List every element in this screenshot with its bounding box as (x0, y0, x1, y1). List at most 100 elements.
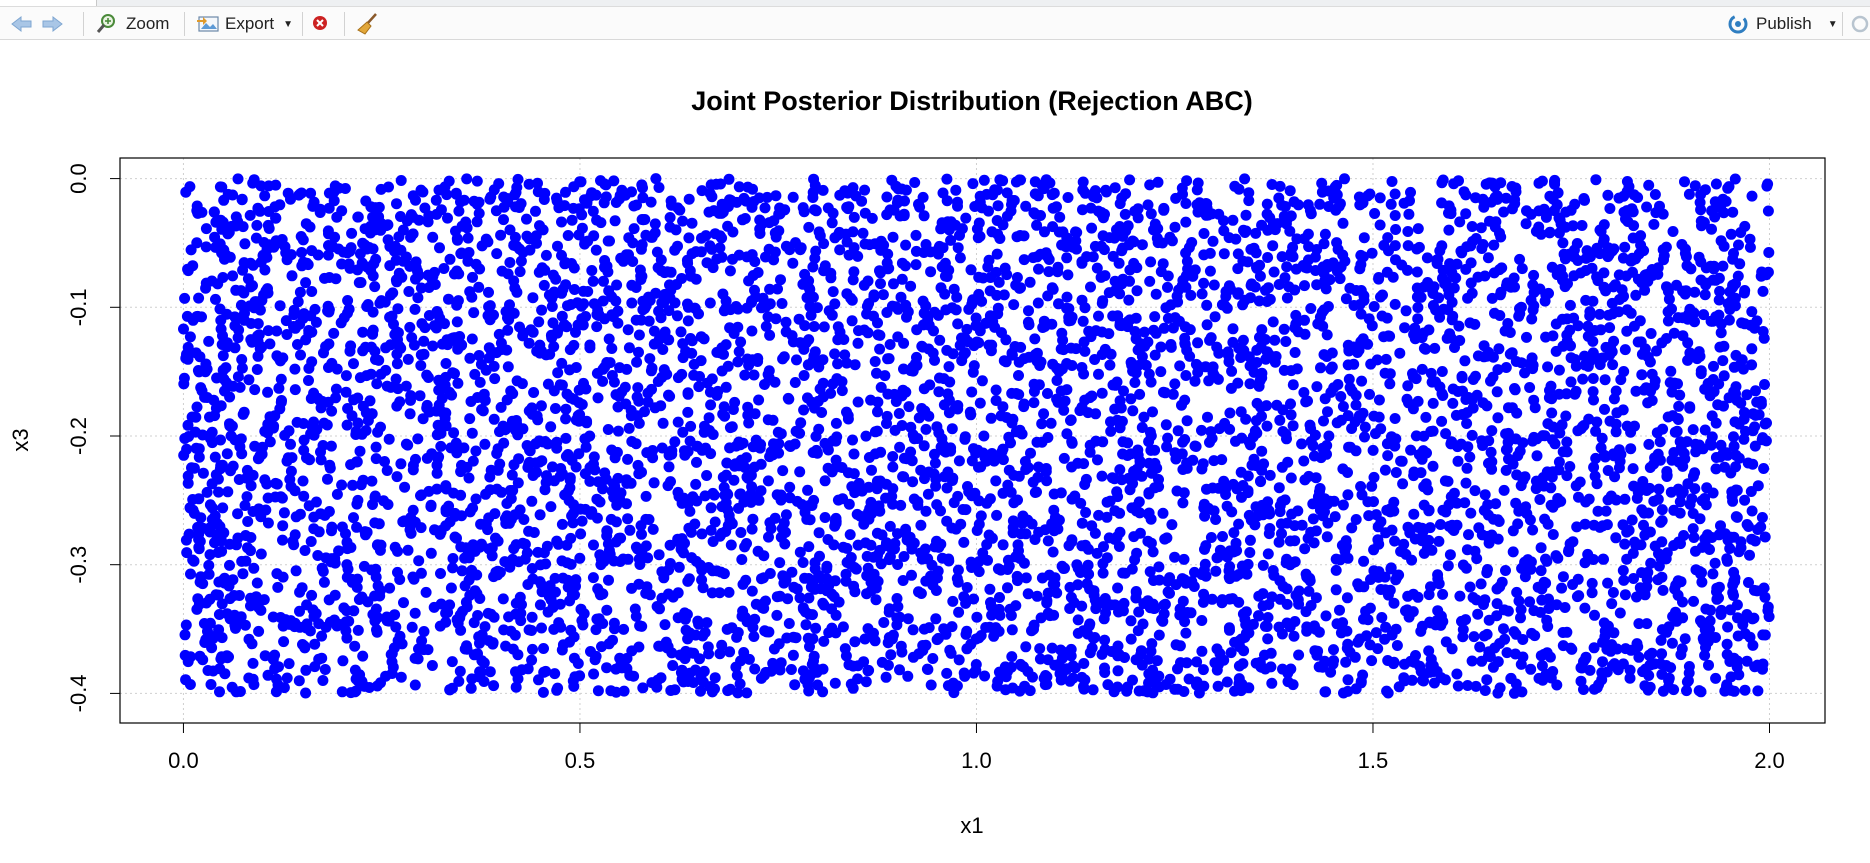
data-point (934, 335, 945, 346)
data-point (1210, 566, 1221, 577)
data-point (631, 357, 642, 368)
data-point (853, 397, 864, 408)
data-point (391, 198, 402, 209)
data-point (1385, 585, 1396, 596)
data-point (1206, 332, 1217, 343)
export-button[interactable]: Export ▼ (196, 11, 293, 37)
data-point (410, 608, 421, 619)
data-point (1361, 630, 1372, 641)
data-point (1469, 319, 1480, 330)
data-point (1501, 362, 1512, 373)
data-point (546, 332, 557, 343)
data-point (491, 205, 502, 216)
data-point (522, 579, 533, 590)
data-point (1757, 432, 1768, 443)
data-point (1612, 644, 1623, 655)
data-point (1037, 573, 1048, 584)
data-point (1673, 312, 1684, 323)
data-point (1277, 496, 1288, 507)
data-point (184, 181, 195, 192)
data-point (806, 582, 817, 593)
data-point (1075, 567, 1086, 578)
data-point (533, 316, 544, 327)
data-point (1599, 404, 1610, 415)
data-point (732, 356, 743, 367)
data-point (1664, 673, 1675, 684)
data-point (881, 672, 892, 683)
data-point (1086, 520, 1097, 531)
publish-button[interactable]: Publish ▼ (1726, 11, 1838, 37)
data-point (1356, 376, 1367, 387)
data-point (960, 347, 971, 358)
data-point (1758, 286, 1769, 297)
data-point (1274, 415, 1285, 426)
refresh-button[interactable] (1850, 11, 1870, 37)
data-point (1161, 419, 1172, 430)
data-point (673, 417, 684, 428)
zoom-button[interactable]: Zoom (95, 11, 169, 37)
data-point (887, 499, 898, 510)
data-point (1440, 507, 1451, 518)
data-point (283, 452, 294, 463)
data-point (415, 360, 426, 371)
data-point (545, 501, 556, 512)
data-point (603, 424, 614, 435)
data-point (925, 266, 936, 277)
data-point (470, 446, 481, 457)
data-point (398, 597, 409, 608)
data-point (510, 630, 521, 641)
data-point (1196, 646, 1207, 657)
data-point (1404, 612, 1415, 623)
data-point (1288, 420, 1299, 431)
data-point (262, 387, 273, 398)
data-point (1462, 293, 1473, 304)
data-point (1682, 260, 1693, 271)
data-point (1697, 495, 1708, 506)
data-point (325, 463, 336, 474)
back-button[interactable] (10, 11, 34, 37)
data-point (303, 325, 314, 336)
data-point (290, 384, 301, 395)
data-point (1241, 210, 1252, 221)
data-point (1459, 355, 1470, 366)
data-point (1577, 220, 1588, 231)
data-point (597, 588, 608, 599)
data-point (691, 457, 702, 468)
data-point (691, 496, 702, 507)
data-point (320, 664, 331, 675)
data-point (1328, 655, 1339, 666)
data-point (1757, 512, 1768, 523)
data-point (1532, 450, 1543, 461)
data-point (454, 613, 465, 624)
data-point (1602, 667, 1613, 678)
data-point (606, 514, 617, 525)
data-point (1269, 335, 1280, 346)
forward-button[interactable] (40, 11, 64, 37)
data-point (1436, 416, 1447, 427)
clear-all-plots-button[interactable] (356, 11, 380, 37)
data-point (973, 337, 984, 348)
data-point (367, 328, 378, 339)
data-point (418, 413, 429, 424)
data-point (1653, 449, 1664, 460)
data-point (1162, 282, 1173, 293)
data-point (1464, 452, 1475, 463)
data-point (1181, 345, 1192, 356)
data-point (1682, 337, 1693, 348)
scatter-chart: Joint Posterior Distribution (Rejection … (0, 41, 1870, 858)
remove-plot-button[interactable] (310, 11, 330, 37)
data-point (889, 389, 900, 400)
data-point (501, 306, 512, 317)
data-point (1066, 462, 1077, 473)
data-point (1085, 282, 1096, 293)
data-point (532, 414, 543, 425)
data-point (456, 340, 467, 351)
data-point (410, 304, 421, 315)
data-point (993, 200, 1004, 211)
data-point (369, 517, 380, 528)
data-point (300, 545, 311, 556)
data-point (1359, 232, 1370, 243)
data-point (233, 325, 244, 336)
data-point (684, 506, 695, 517)
data-point (1358, 333, 1369, 344)
